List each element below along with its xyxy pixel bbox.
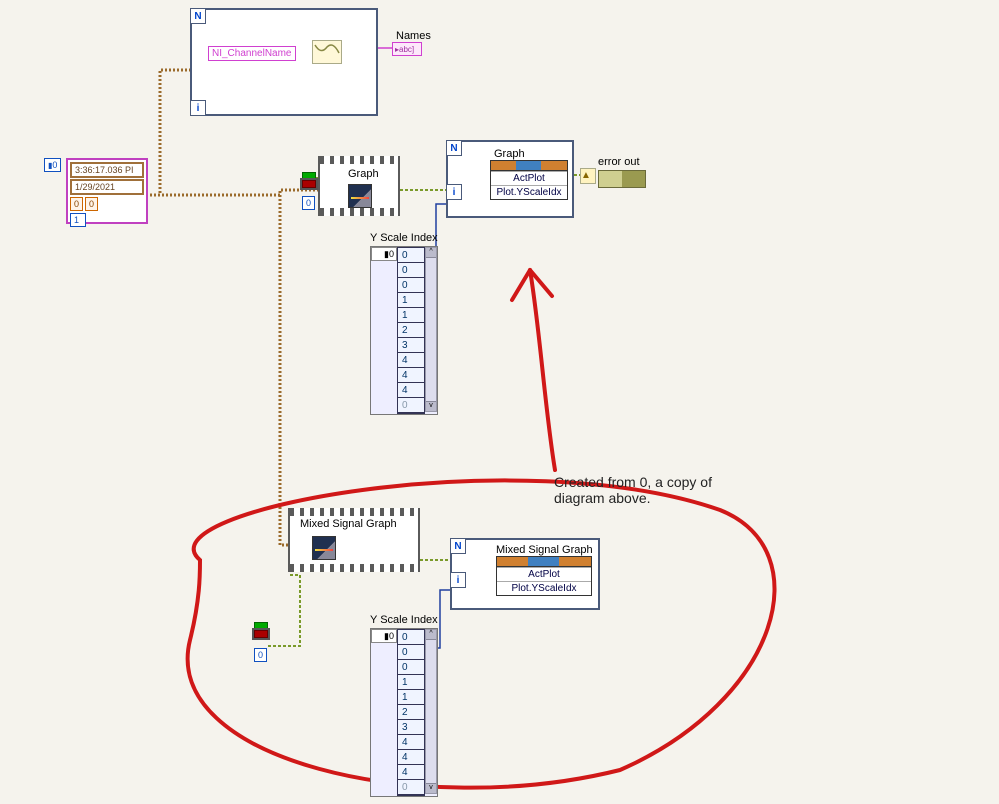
array-scrollbar-1[interactable]: ^ v — [425, 247, 437, 412]
error-out-indicator — [598, 170, 646, 188]
property-node-mixed-signal[interactable]: ActPlot Plot.YScaleIdx — [496, 556, 592, 596]
array-index-1[interactable]: ▮0 — [371, 247, 397, 261]
n-terminal-icon: N — [190, 8, 206, 24]
timestamp-date: 1/29/2021 — [70, 179, 144, 195]
waveform-graph-icon — [348, 184, 372, 208]
names-indicator-label: Names — [396, 30, 431, 42]
timestamp-time: 3:36:17.036 PI — [70, 162, 144, 178]
for-loop-mixed-signal-props[interactable]: N i Mixed Signal Graph ActPlot Plot.YSca… — [450, 538, 600, 610]
prop-yscaleidx: Plot.YScaleIdx — [491, 185, 567, 199]
flat-sequence-mixed-signal[interactable]: Mixed Signal Graph — [288, 508, 420, 572]
yscale-index-label-2: Y Scale Index — [370, 614, 438, 626]
array-index-2[interactable]: ▮0 — [371, 629, 397, 643]
yscale-index-array-2[interactable]: ▮0 0 0 0 1 1 2 3 4 4 4 0 ^ v — [370, 628, 438, 797]
error-out-label: error out — [598, 156, 640, 168]
cluster-num-1: 0 — [85, 197, 98, 211]
cluster-num-2: 1 — [70, 213, 86, 227]
mixed-signal-ref-label: Mixed Signal Graph — [496, 544, 593, 556]
bool-false-constant-2 — [254, 622, 268, 644]
annotation-text: Created from 0, a copy of diagram above. — [554, 474, 754, 506]
array-cells-1: 0 0 0 1 1 2 3 4 4 4 0 — [397, 247, 425, 414]
i-terminal-icon: i — [446, 184, 462, 200]
wire-layer — [0, 0, 999, 804]
prop-actplot: ActPlot — [491, 171, 567, 185]
merge-errors-icon: ▲ — [580, 168, 596, 184]
n-terminal-icon: N — [450, 538, 466, 554]
graph-ref-label: Graph — [494, 148, 525, 160]
prop-yscaleidx-2: Plot.YScaleIdx — [497, 581, 591, 595]
for-loop-graph-props[interactable]: N i Graph ActPlot Plot.YScaleIdx — [446, 140, 574, 218]
property-node-graph[interactable]: ActPlot Plot.YScaleIdx — [490, 160, 568, 200]
yscale-index-array-1[interactable]: ▮0 0 0 0 1 1 2 3 4 4 4 0 ^ v — [370, 246, 438, 415]
zero-constant: 0 — [302, 196, 315, 210]
bundle-index-constant: ▮0 — [44, 158, 61, 172]
flat-sequence-graph[interactable]: 0 Graph — [318, 156, 400, 216]
mixed-signal-graph-icon — [312, 536, 336, 560]
waveform-cluster-constant: 3:36:17.036 PI 1/29/2021 0 0 1 — [66, 158, 148, 224]
n-terminal-icon: N — [446, 140, 462, 156]
graph-label: Graph — [348, 168, 379, 180]
channel-name-constant: NI_ChannelName — [208, 46, 296, 61]
names-string-array-indicator: ▸abc] — [392, 42, 422, 56]
cluster-num-0: 0 — [70, 197, 83, 211]
for-loop-names[interactable]: N i NI_ChannelName — [190, 8, 378, 116]
i-terminal-icon: i — [450, 572, 466, 588]
get-variant-attr-icon — [312, 40, 342, 64]
bool-false-constant — [302, 172, 316, 194]
block-diagram-canvas[interactable]: N i NI_ChannelName Names ▸abc] ▮0 3:36:1… — [0, 0, 999, 804]
array-scrollbar-2[interactable]: ^ v — [425, 629, 437, 794]
i-terminal-icon: i — [190, 100, 206, 116]
mixed-signal-label: Mixed Signal Graph — [300, 518, 397, 530]
zero-constant-2: 0 — [254, 648, 267, 662]
yscale-index-label-1: Y Scale Index — [370, 232, 438, 244]
array-cells-2: 0 0 0 1 1 2 3 4 4 4 0 — [397, 629, 425, 796]
prop-actplot-2: ActPlot — [497, 567, 591, 581]
